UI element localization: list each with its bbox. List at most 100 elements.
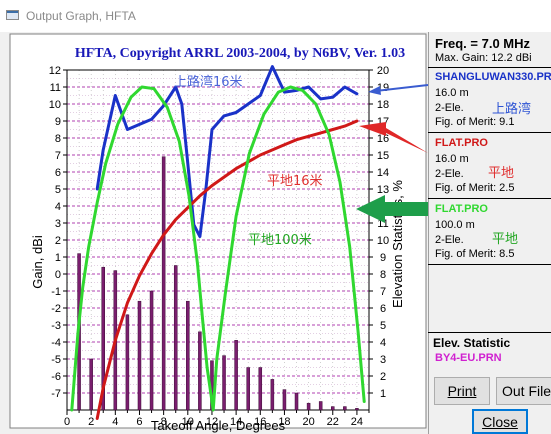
elev-statistic-file: BY4-EU.PRN [435, 352, 502, 364]
y-tick-label-left: 3 [55, 218, 61, 230]
y-tick-label-left: -2 [51, 303, 61, 315]
y-tick-label-right: 6 [380, 303, 386, 315]
series-line-3 [70, 85, 366, 412]
elevation-bar [234, 340, 238, 411]
entry-1-merit: Fig. of Merit: 9.1 [435, 116, 515, 128]
blue-arrow-head [368, 86, 381, 95]
y-tick-label-right: 1 [380, 388, 386, 400]
x-tick-label: 12 [206, 416, 218, 428]
y-tick-label-left: -1 [51, 286, 61, 298]
y-tick-label-left: 12 [49, 65, 61, 77]
elevation-bar [282, 389, 287, 411]
window-titlebar: Output Graph, HFTA [0, 0, 551, 32]
y-axis-left-label: Gain, dBi [30, 235, 45, 289]
elevation-bar [306, 402, 311, 411]
entry-1-type: 2-Ele. [435, 102, 464, 114]
y-tick-label-right: 14 [377, 167, 389, 179]
max-gain-label: Max. Gain: 12.2 dBi [435, 52, 532, 64]
y-tick-label-left: -5 [51, 354, 61, 366]
x-tick-label: 8 [161, 416, 167, 428]
entry-2-type: 2-Ele. [435, 168, 464, 180]
elevation-bar [137, 300, 142, 411]
x-tick-label: 10 [182, 416, 194, 428]
x-tick-label: 4 [112, 416, 118, 428]
close-button-label: Close [482, 414, 518, 430]
y-tick-label-left: 9 [55, 116, 61, 128]
y-tick-label-right: 10 [377, 235, 389, 247]
elevation-bar [343, 406, 347, 411]
chart-title: HFTA, Copyright ARRL 2003-2004, by N6BV,… [75, 46, 405, 61]
entry-2-merit: Fig. of Merit: 2.5 [435, 182, 515, 194]
y-tick-label-left: 0 [55, 269, 61, 281]
y-tick-label-right: 11 [377, 218, 388, 230]
y-tick-label-right: 5 [380, 320, 386, 332]
y-tick-label-right: 16 [377, 133, 389, 145]
y-tick-label-left: -6 [51, 371, 61, 383]
elevation-bar [355, 408, 359, 411]
elevation-bar [294, 392, 299, 411]
x-tick-label: 2 [88, 416, 94, 428]
print-button[interactable]: Print [434, 377, 490, 405]
entry-1-file: SHANGLUWAN330.PRN [435, 71, 551, 83]
elevation-bar [89, 358, 93, 411]
out-file-button[interactable]: Out File [496, 377, 551, 405]
y-tick-label-left: 2 [55, 235, 61, 247]
blue-arrow [374, 84, 428, 92]
app-icon [6, 10, 19, 20]
freq-label: Freq. = 7.0 MHz [435, 36, 530, 51]
print-button-label: Print [447, 383, 477, 399]
entry-3-cn: 平地 [492, 232, 519, 247]
y-tick-label-right: 9 [380, 252, 386, 264]
y-tick-label-left: 11 [50, 82, 61, 94]
y-tick-label-left: 10 [49, 99, 61, 111]
y-tick-label-left: -7 [51, 388, 61, 400]
y-tick-label-right: 3 [380, 354, 386, 366]
entry-2-cn: 平地 [488, 166, 515, 181]
entry-1-cn: 上路湾 [492, 102, 532, 117]
x-tick-label: 22 [327, 416, 339, 428]
entry-3-file: FLAT.PRO [435, 203, 488, 215]
y-tick-label-left: 8 [55, 133, 61, 145]
elevation-bar [186, 300, 190, 411]
entry-3-height: 100.0 m [435, 219, 475, 231]
elevation-bar [258, 367, 263, 411]
x-tick-label: 24 [351, 416, 363, 428]
window-title: Output Graph, HFTA [26, 9, 136, 23]
close-button[interactable]: Close [472, 409, 528, 434]
red-arrow [359, 122, 428, 153]
info-panel: Freq. = 7.0 MHz Max. Gain: 12.2 dBi SHAN… [428, 32, 551, 434]
elevation-bar [331, 406, 335, 411]
annotation-shangluwan: 上路湾16米 [174, 74, 243, 90]
y-axis-right-label: Elevation Statistics, % [390, 180, 405, 308]
entry-2-height: 16.0 m [435, 153, 469, 165]
entry-3-merit: Fig. of Merit: 8.5 [435, 248, 515, 260]
y-tick-label-right: 2 [380, 371, 386, 383]
entry-1-height: 16.0 m [435, 87, 469, 99]
y-tick-label-right: 15 [377, 150, 389, 162]
y-tick-label-right: 4 [380, 337, 386, 349]
out-file-button-label: Out File [502, 383, 551, 399]
elevation-bar [161, 156, 166, 411]
y-tick-label-right: 8 [380, 269, 386, 281]
elevation-bar [318, 401, 323, 411]
series-line-2 [95, 119, 359, 420]
annotation-flat-100: 平地100米 [248, 233, 312, 248]
x-axis-label: Takeoff Angle, Degrees [151, 418, 286, 433]
y-tick-label-left: 5 [55, 184, 61, 196]
elevation-bar [246, 367, 250, 411]
elevation-bar [198, 331, 202, 411]
green-arrow [356, 195, 428, 223]
y-tick-label-left: 6 [55, 167, 61, 179]
y-tick-label-left: 7 [55, 150, 61, 162]
y-tick-label-right: 7 [380, 286, 386, 298]
x-tick-label: 18 [278, 416, 290, 428]
x-tick-label: 6 [136, 416, 142, 428]
elev-statistic-title: Elev. Statistic [433, 336, 511, 350]
series-line-1 [95, 65, 359, 239]
x-tick-label: 14 [230, 416, 242, 428]
y-tick-label-left: 4 [55, 201, 61, 213]
y-tick-label-left: 1 [55, 252, 61, 264]
y-tick-label-left: -4 [51, 337, 61, 349]
entry-3-type: 2-Ele. [435, 234, 464, 246]
annotation-flat-16: 平地16米 [267, 174, 323, 189]
